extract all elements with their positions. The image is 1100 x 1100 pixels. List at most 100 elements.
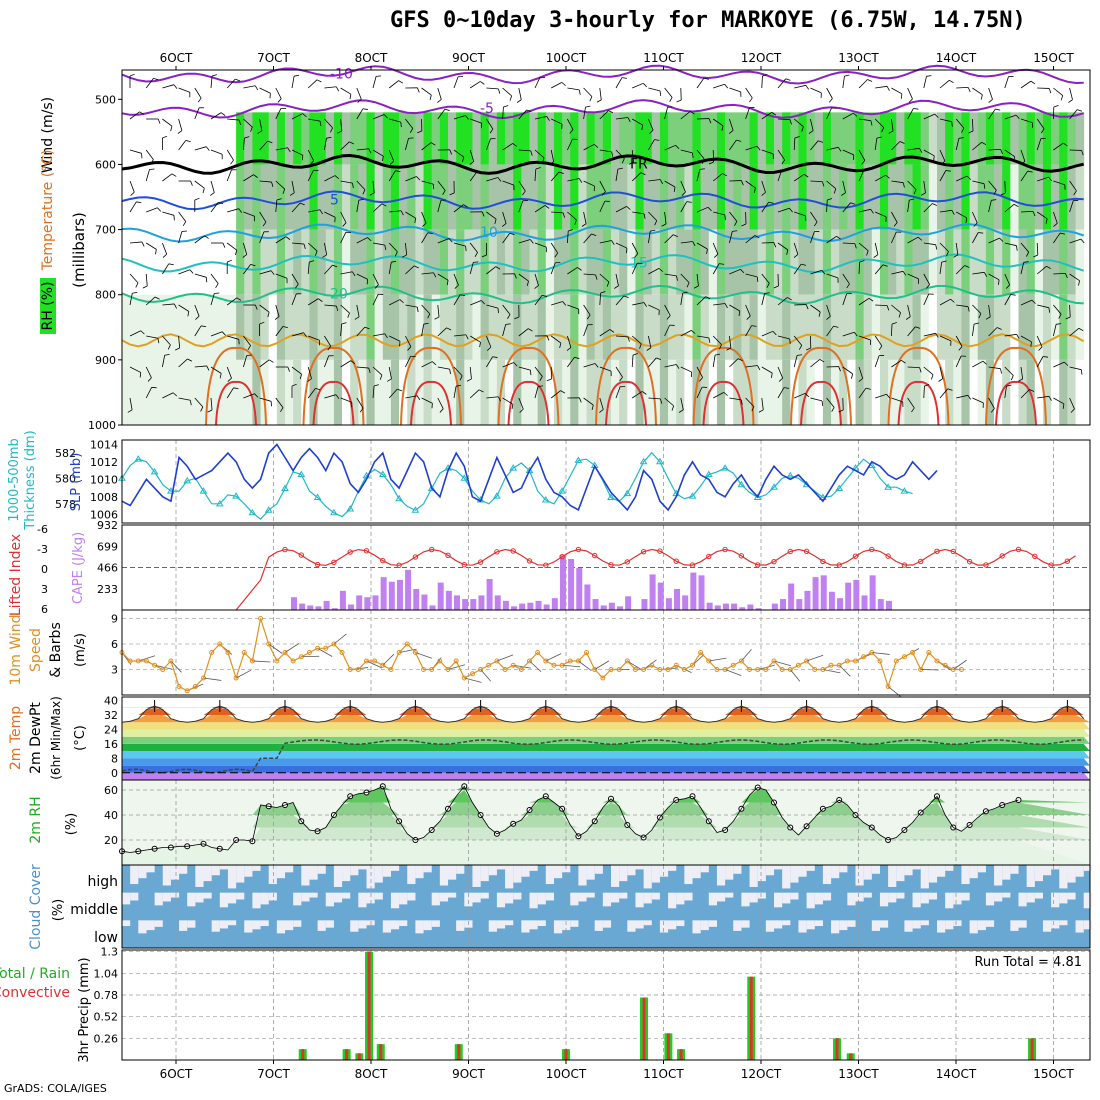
wind-barb (437, 87, 442, 100)
rh-shade-cell (733, 294, 742, 360)
cape-bar (788, 583, 795, 610)
rh-shade-cell (179, 164, 188, 230)
cloud-gap-cell (179, 920, 188, 931)
cloud-gap-cell (586, 865, 595, 880)
wind-10m-barb (333, 633, 347, 645)
wind-barb (972, 324, 975, 337)
rh-shade-cell (562, 359, 571, 425)
wind-barb-flag (891, 322, 897, 325)
wind-10m-barb (822, 669, 841, 674)
wind-barb (761, 201, 770, 213)
wind-barb-flag (352, 183, 354, 189)
wind-barb-flag (771, 372, 773, 379)
wind-barb (810, 269, 822, 275)
wind-barb (810, 140, 819, 151)
wind-barb-flag (1023, 261, 1029, 263)
rh-shade-cell (407, 229, 416, 295)
cloud-gap-cell (301, 892, 310, 902)
date-label-top: 8OCT (355, 51, 388, 65)
wind-barb (955, 138, 960, 151)
wind-barb (583, 180, 595, 187)
cloud-gap-cell (643, 920, 652, 926)
wind-speed-point (624, 658, 630, 664)
wind-barb-flag (941, 160, 946, 165)
rh-shade-cell (154, 164, 164, 230)
wind-barb (145, 387, 153, 399)
cloud-gap-cell (553, 920, 563, 934)
cape-bar (380, 577, 387, 610)
wind-barb (518, 328, 529, 337)
lifted-index-point (1064, 558, 1071, 564)
cape-bar (853, 579, 860, 610)
rh-shade-cell (1010, 164, 1019, 230)
wind-barb-flag (822, 181, 825, 187)
wind-barb (453, 273, 459, 286)
cape-bar (315, 606, 322, 610)
temp-color-band (122, 729, 1090, 737)
wind-barb-flag (699, 377, 703, 382)
rh-shade-cell (537, 294, 547, 360)
rh-shade-cell (839, 359, 848, 425)
cloud-gap-cell (179, 865, 188, 874)
rh-shade-cell (529, 359, 539, 425)
wind-barb (518, 180, 526, 192)
cloud-gap-cell (684, 892, 693, 901)
wind-barb-flag (621, 158, 625, 164)
wind-barb (729, 231, 733, 244)
rh-shade-cell (545, 164, 555, 230)
wind-barb-flag (919, 367, 922, 373)
wind-barb-flag (219, 373, 222, 379)
thickness-point (150, 467, 159, 475)
cape-bar (388, 581, 395, 610)
wind-barb-flag (247, 345, 251, 351)
rh-shade-cell (985, 164, 995, 230)
wind-barb-flag (530, 150, 533, 156)
wind-barb (145, 296, 156, 306)
wind-barb-flag (627, 336, 630, 342)
wind-barb (745, 325, 752, 337)
rh-shade-cell (187, 112, 196, 165)
wind-barb-flag (819, 359, 825, 363)
rh-shade-cell (912, 112, 922, 165)
rh-shade-cell (1075, 112, 1085, 165)
rh-shade-cell (765, 164, 775, 230)
rh-shade-cell (309, 229, 319, 295)
rh-shade-cell (252, 294, 261, 360)
wind-barb (664, 234, 674, 244)
wind-barb-flag (626, 206, 631, 210)
isotherm-35-arc (897, 380, 940, 426)
wind-barb (599, 149, 612, 153)
rh-shade-cell (285, 112, 294, 165)
cloud-gap-cell (708, 920, 717, 927)
cloud-gap-cell (774, 865, 783, 870)
cloud-gap-cell (456, 920, 465, 931)
wind-barb-flag (497, 396, 501, 402)
wind-barb-flag (164, 353, 170, 356)
rh-shade-cell (896, 229, 905, 295)
rh-shade-cell (928, 164, 938, 230)
slp-tick-label: 1008 (90, 491, 118, 504)
wind-barb (1036, 211, 1048, 220)
wind-barb (388, 262, 392, 275)
precip-convective-bar (1030, 1038, 1034, 1060)
rh-shade-cell (994, 164, 1003, 230)
wind-barb-flag (139, 372, 142, 378)
wind-barb-flag (844, 74, 850, 77)
wind-barb (340, 180, 353, 184)
wind-barb (356, 108, 364, 120)
rh-shade-cell (521, 164, 530, 230)
wind-barb (599, 273, 610, 283)
wind-barb-flag (130, 191, 135, 196)
wind-barb-flag (751, 406, 755, 412)
rh-shade-cell (195, 164, 204, 230)
cape-bar (527, 602, 534, 610)
wind-barb (324, 175, 336, 182)
wind-barb-flag (235, 250, 238, 256)
rh-shade-cell (782, 229, 791, 295)
wind-barb (162, 335, 171, 346)
wind-barb-flag (757, 365, 761, 371)
cloud-gap-cell (977, 865, 986, 873)
wind-barb-flag (913, 108, 919, 110)
cloud-gap-cell (154, 920, 163, 927)
lifted-index-point (445, 552, 451, 559)
